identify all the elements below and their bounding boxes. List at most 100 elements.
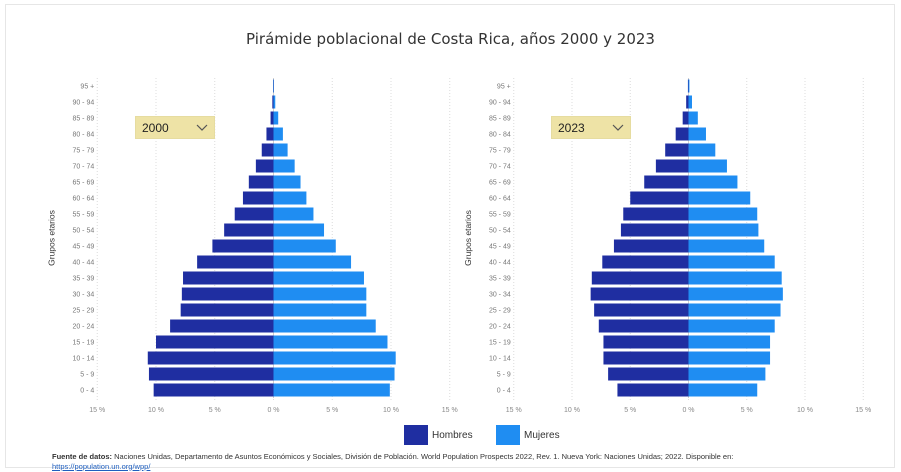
bar-hombres[interactable] <box>180 303 274 317</box>
y-tick-label: 0 - 4 <box>497 388 511 395</box>
bar-hombres[interactable] <box>675 127 689 141</box>
bar-mujeres[interactable] <box>688 175 738 189</box>
bar-mujeres[interactable] <box>688 239 765 253</box>
y-tick-label: 5 - 9 <box>497 372 511 379</box>
y-tick-label: 45 - 49 <box>72 244 94 251</box>
bar-hombres[interactable] <box>147 351 274 365</box>
bar-mujeres[interactable] <box>273 287 367 301</box>
bar-mujeres[interactable] <box>688 383 758 397</box>
bar-hombres[interactable] <box>234 207 274 221</box>
x-tick-label: 15 % <box>89 407 105 414</box>
bar-hombres[interactable] <box>248 175 274 189</box>
bar-mujeres[interactable] <box>688 111 698 125</box>
bar-hombres[interactable] <box>598 319 689 333</box>
y-tick-label: 85 - 89 <box>72 116 94 123</box>
bar-hombres[interactable] <box>181 287 274 301</box>
bar-mujeres[interactable] <box>273 335 388 349</box>
bar-mujeres[interactable] <box>273 143 288 157</box>
bar-hombres[interactable] <box>620 223 689 237</box>
bar-hombres[interactable] <box>591 271 689 285</box>
bar-mujeres[interactable] <box>688 143 716 157</box>
bar-mujeres[interactable] <box>273 111 279 125</box>
bar-hombres[interactable] <box>270 111 274 125</box>
bar-mujeres[interactable] <box>273 207 314 221</box>
bar-mujeres[interactable] <box>688 303 781 317</box>
bar-hombres[interactable] <box>613 239 689 253</box>
bar-hombres[interactable] <box>266 127 274 141</box>
bar-hombres[interactable] <box>603 335 689 349</box>
year-dropdown-2000[interactable]: 2000 <box>135 116 215 139</box>
bar-mujeres[interactable] <box>273 175 301 189</box>
bar-hombres[interactable] <box>170 319 274 333</box>
bar-hombres[interactable] <box>183 271 274 285</box>
y-tick-label: 60 - 64 <box>72 196 94 203</box>
bar-mujeres[interactable] <box>688 255 775 269</box>
bar-mujeres[interactable] <box>688 271 782 285</box>
bar-mujeres[interactable] <box>273 271 364 285</box>
bar-mujeres[interactable] <box>273 383 390 397</box>
bar-hombres[interactable] <box>665 143 689 157</box>
bar-mujeres[interactable] <box>273 95 276 109</box>
y-tick-label: 10 - 14 <box>489 356 511 363</box>
bar-mujeres[interactable] <box>688 207 758 221</box>
bar-hombres[interactable] <box>261 143 274 157</box>
bar-hombres[interactable] <box>148 367 274 381</box>
y-tick-label: 40 - 44 <box>72 260 94 267</box>
bar-hombres[interactable] <box>644 175 689 189</box>
bar-hombres[interactable] <box>687 79 689 93</box>
bar-hombres[interactable] <box>224 223 274 237</box>
bar-mujeres[interactable] <box>688 191 751 205</box>
bar-hombres[interactable] <box>623 207 689 221</box>
bar-hombres[interactable] <box>630 191 689 205</box>
bar-mujeres[interactable] <box>688 367 766 381</box>
bar-mujeres[interactable] <box>273 127 283 141</box>
bar-mujeres[interactable] <box>273 191 307 205</box>
bar-mujeres[interactable] <box>273 367 395 381</box>
bar-hombres[interactable] <box>197 255 274 269</box>
bar-hombres[interactable] <box>603 351 689 365</box>
bar-mujeres[interactable] <box>273 319 376 333</box>
bar-mujeres[interactable] <box>273 351 396 365</box>
bar-mujeres[interactable] <box>688 127 706 141</box>
bar-hombres[interactable] <box>602 255 689 269</box>
year-dropdown-2023[interactable]: 2023 <box>551 116 631 139</box>
bar-hombres[interactable] <box>272 95 274 109</box>
legend-swatch-mujeres <box>496 425 520 445</box>
y-tick-label: 75 - 79 <box>489 148 511 155</box>
bar-hombres[interactable] <box>242 191 274 205</box>
bar-hombres[interactable] <box>212 239 274 253</box>
bar-mujeres[interactable] <box>688 351 771 365</box>
y-tick-label: 65 - 69 <box>72 180 94 187</box>
bar-hombres[interactable] <box>153 383 274 397</box>
bar-hombres[interactable] <box>686 95 689 109</box>
source-link[interactable]: https://population.un.org/wpp/ <box>52 461 151 471</box>
bar-mujeres[interactable] <box>688 287 783 301</box>
bar-mujeres[interactable] <box>688 79 690 93</box>
y-tick-label: 40 - 44 <box>489 260 511 267</box>
bar-hombres[interactable] <box>156 335 274 349</box>
x-tick-label: 5 % <box>209 407 221 414</box>
bar-hombres[interactable] <box>608 367 689 381</box>
bar-mujeres[interactable] <box>688 223 759 237</box>
y-tick-label: 5 - 9 <box>80 372 94 379</box>
bar-mujeres[interactable] <box>273 303 367 317</box>
bar-mujeres[interactable] <box>273 223 325 237</box>
legend-swatch-hombres <box>404 425 428 445</box>
bar-hombres[interactable] <box>594 303 689 317</box>
report-frame <box>5 4 895 468</box>
bar-mujeres[interactable] <box>273 159 295 173</box>
x-tick-label: 10 % <box>148 407 164 414</box>
bar-mujeres[interactable] <box>688 95 692 109</box>
y-tick-label: 70 - 74 <box>489 164 511 171</box>
bar-mujeres[interactable] <box>688 335 771 349</box>
bar-mujeres[interactable] <box>688 319 775 333</box>
bar-hombres[interactable] <box>255 159 274 173</box>
bar-mujeres[interactable] <box>273 239 336 253</box>
bar-hombres[interactable] <box>590 287 689 301</box>
bar-mujeres[interactable] <box>273 255 352 269</box>
bar-hombres[interactable] <box>682 111 689 125</box>
bar-hombres[interactable] <box>617 383 689 397</box>
bar-hombres[interactable] <box>655 159 689 173</box>
source-note: Fuente de datos: Naciones Unidas, Depart… <box>52 452 872 471</box>
bar-mujeres[interactable] <box>688 159 727 173</box>
